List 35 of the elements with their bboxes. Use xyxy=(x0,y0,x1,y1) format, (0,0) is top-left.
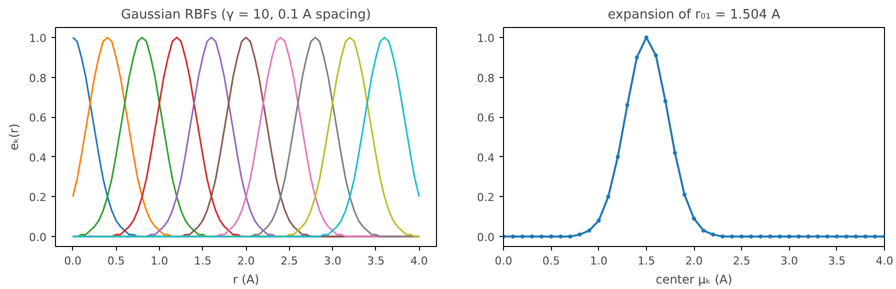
x-tick-label: 2.5 xyxy=(280,254,298,268)
y-tick-label: 0.0 xyxy=(29,231,47,244)
x-axis-title: r (A) xyxy=(232,272,260,286)
x-tick-label: 1.0 xyxy=(150,254,168,268)
x-tick-label: 3.5 xyxy=(367,254,385,268)
y-tick-label: 1.0 xyxy=(477,32,495,45)
x-tick-label: 0.0 xyxy=(64,254,82,268)
y-axis-title: eₖ(r) xyxy=(7,124,22,150)
x-tick-label: 4.0 xyxy=(410,254,428,268)
x-axis-title: center μₖ (A) xyxy=(656,272,732,286)
x-tick-label: 3.5 xyxy=(828,254,846,268)
x-tick-label: 2.0 xyxy=(237,254,255,268)
y-tick-label: 1.0 xyxy=(29,32,47,45)
x-tick-label: 2.5 xyxy=(732,254,750,268)
y-tick-label: 0.4 xyxy=(477,151,495,164)
y-tick-label: 0.0 xyxy=(477,231,495,244)
y-tick-label: 0.6 xyxy=(29,112,47,125)
x-tick-label: 0.5 xyxy=(107,254,125,268)
chart-title: expansion of r₀₁ = 1.504 A xyxy=(608,8,780,22)
chart-title: Gaussian RBFs (γ = 10, 0.1 A spacing) xyxy=(121,8,371,22)
y-tick-label: 0.2 xyxy=(29,191,47,204)
x-tick-label: 0.5 xyxy=(542,254,560,268)
x-tick-label: 4.0 xyxy=(876,254,894,268)
x-tick-label: 0.0 xyxy=(494,254,512,268)
x-tick-label: 1.0 xyxy=(590,254,608,268)
y-tick-label: 0.6 xyxy=(477,112,495,125)
y-tick-label: 0.2 xyxy=(477,191,495,204)
x-tick-label: 3.0 xyxy=(780,254,798,268)
x-tick-label: 2.0 xyxy=(685,254,703,268)
x-tick-label: 1.5 xyxy=(638,254,656,268)
x-tick-label: 3.0 xyxy=(324,254,342,268)
y-tick-label: 0.4 xyxy=(29,151,47,164)
y-tick-label: 0.8 xyxy=(477,72,495,85)
x-tick-label: 1.5 xyxy=(194,254,212,268)
y-tick-label: 0.8 xyxy=(29,72,47,85)
